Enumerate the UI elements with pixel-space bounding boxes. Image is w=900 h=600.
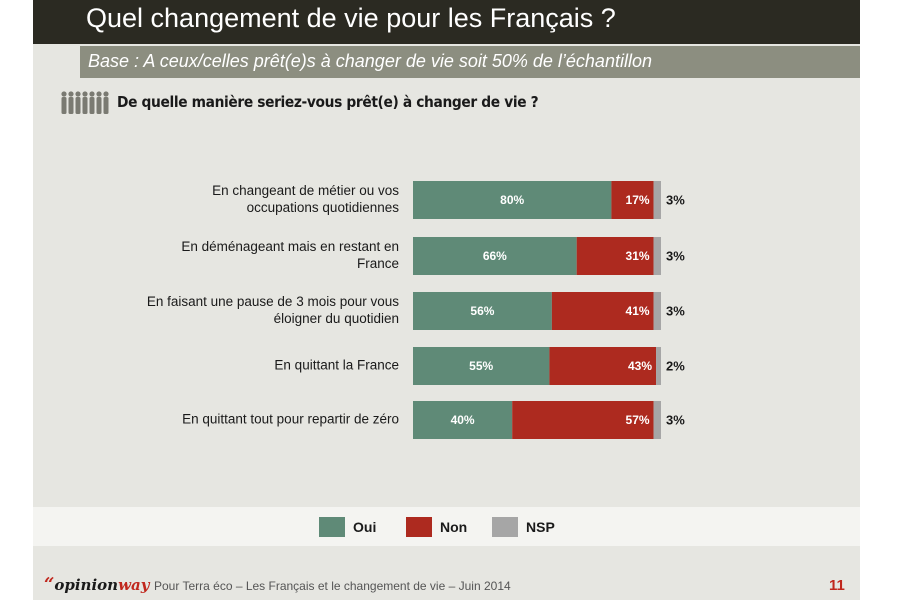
- bar-oui-4: [413, 401, 513, 439]
- data-label-nsp-2: 3%: [666, 303, 685, 318]
- data-label-nsp-4: 3%: [666, 412, 685, 427]
- data-label-oui-4: 40%: [451, 413, 475, 427]
- page-subtitle: Base : A ceux/celles prêt(e)s à changer …: [88, 51, 652, 71]
- subtitle-bar: [80, 46, 860, 78]
- data-label-non-3: 43%: [628, 359, 652, 373]
- legend-swatch-non: [406, 517, 432, 537]
- legend-label-non: Non: [440, 519, 468, 535]
- page-number: 11: [829, 577, 845, 594]
- people-icon: [61, 91, 109, 114]
- category-label-1-line-1: France: [357, 256, 399, 271]
- legend-swatch-oui: [319, 517, 345, 537]
- bar-nsp-0: [653, 181, 661, 219]
- data-label-oui-2: 56%: [470, 304, 494, 318]
- legend-item-oui: Oui: [319, 516, 376, 538]
- data-label-nsp-0: 3%: [666, 192, 685, 207]
- data-label-oui-0: 80%: [500, 193, 524, 207]
- footer-source: Pour Terra éco – Les Français et le chan…: [154, 579, 511, 593]
- logo-opinion: opinion: [54, 576, 119, 594]
- bar-oui-3: [413, 347, 550, 385]
- page-title: Quel changement de vie pour les Français…: [86, 3, 616, 33]
- legend-item-nsp: NSP: [492, 516, 555, 538]
- data-label-oui-3: 55%: [469, 359, 493, 373]
- logo-quote: “: [44, 574, 55, 595]
- data-label-nsp-1: 3%: [666, 248, 685, 263]
- legend-swatch-nsp: [492, 517, 518, 537]
- bar-nsp-2: [653, 292, 661, 330]
- bar-oui-0: [413, 181, 612, 219]
- title-bar: [33, 0, 860, 44]
- data-label-oui-1: 66%: [483, 249, 507, 263]
- bar-non-0: [611, 181, 654, 219]
- legend-item-non: Non: [406, 516, 467, 538]
- data-label-non-2: 41%: [626, 304, 650, 318]
- bar-non-3: [549, 347, 657, 385]
- bar-nsp-1: [653, 237, 661, 275]
- question-text: De quelle manière seriez-vous prêt(e) à …: [117, 93, 539, 111]
- category-label-4-line-0: En quittant tout pour repartir de zéro: [182, 412, 399, 427]
- bar-non-4: [512, 401, 654, 439]
- legend-label-nsp: NSP: [526, 519, 555, 535]
- category-label-0-line-1: occupations quotidiennes: [247, 200, 400, 215]
- bar-nsp-3: [656, 347, 661, 385]
- bar-non-1: [576, 237, 654, 275]
- bar-nsp-4: [653, 401, 661, 439]
- data-label-non-4: 57%: [626, 413, 650, 427]
- category-label-2-line-0: En faisant une pause de 3 mois pour vous: [147, 294, 399, 309]
- chart-legend: Oui Non NSP: [0, 516, 900, 538]
- category-label-1-line-0: En déménageant mais en restant en: [181, 239, 399, 254]
- category-label-3-line-0: En quittant la France: [274, 358, 399, 373]
- opinionway-logo: “opinionway: [44, 574, 149, 595]
- bar-non-2: [551, 292, 654, 330]
- category-label-2-line-1: éloigner du quotidien: [274, 311, 399, 326]
- data-label-non-0: 17%: [626, 193, 650, 207]
- legend-label-oui: Oui: [353, 519, 377, 535]
- logo-way: way: [118, 576, 150, 594]
- data-label-non-1: 31%: [626, 249, 650, 263]
- bar-oui-1: [413, 237, 577, 275]
- data-label-nsp-3: 2%: [666, 358, 685, 373]
- legend-band: [33, 507, 860, 546]
- category-label-0-line-0: En changeant de métier ou vos: [212, 183, 399, 198]
- bar-oui-2: [413, 292, 552, 330]
